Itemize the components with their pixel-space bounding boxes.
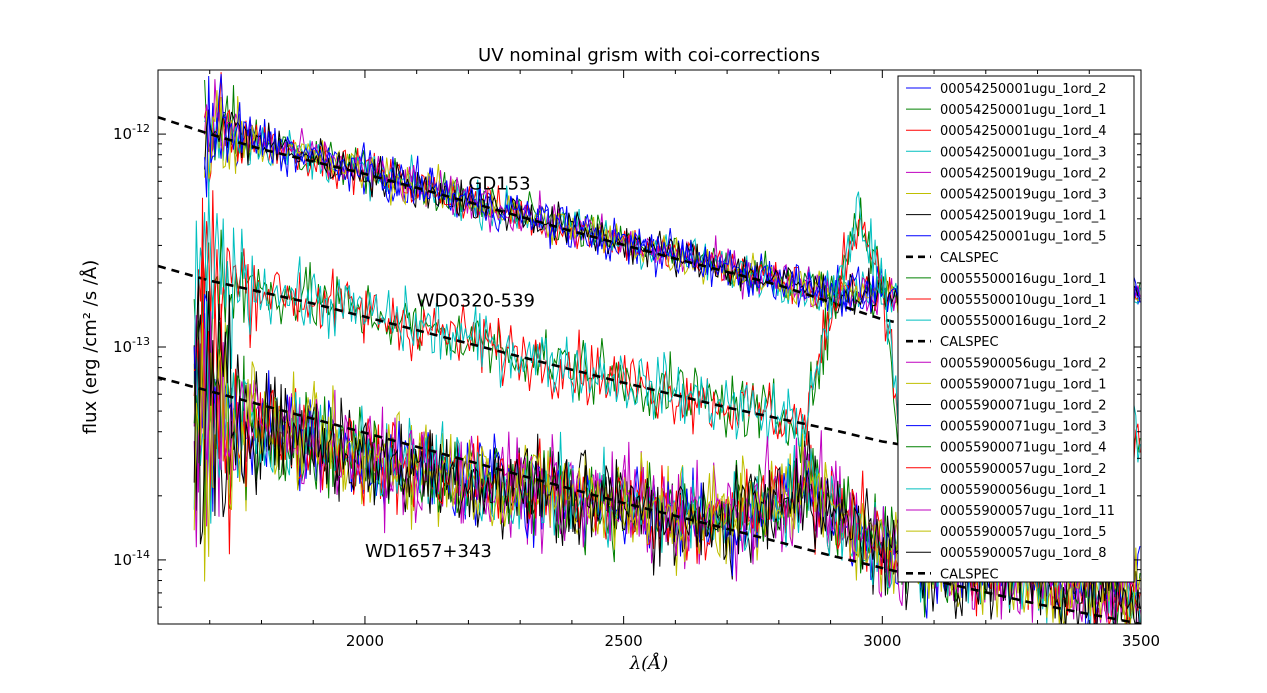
x-tick-label: 3000 — [863, 632, 901, 650]
annotation-WD0320-539: WD0320-539 — [417, 290, 535, 311]
legend-box — [897, 75, 1135, 583]
legend-label: CALSPEC — [940, 335, 999, 350]
legend-label: 00055900056ugu_1ord_1 — [940, 483, 1107, 498]
legend-label: 00055900071ugu_1ord_2 — [940, 399, 1107, 414]
legend-label: 00055900057ugu_1ord_2 — [940, 462, 1107, 477]
legend-label: 00054250001ugu_1ord_5 — [940, 230, 1107, 245]
legend-label: 00055500010ugu_1ord_1 — [940, 293, 1107, 308]
legend-label: 00055900071ugu_1ord_3 — [940, 420, 1107, 435]
x-axis-label: λ(Å) — [629, 652, 668, 674]
x-tick-label: 2000 — [346, 632, 384, 650]
annotations: GD153 WD0320-539 WD1657+343 — [365, 173, 535, 562]
calspec-line-WD0320-539 — [158, 264, 899, 446]
axes: 2000 2500 3000 3500 10-12 10-13 10-14 — [113, 69, 1160, 650]
legend-label: 00055500016ugu_1ord_2 — [940, 314, 1107, 329]
calspec-line-WD1657+343 — [158, 376, 1141, 624]
legend-label: 00054250001ugu_1ord_3 — [940, 145, 1107, 160]
annotation-GD153: GD153 — [468, 173, 530, 194]
y-axis-label: flux (erg /cm² /s /Å) — [79, 260, 101, 434]
legend-label: 00054250001ugu_1ord_1 — [940, 103, 1107, 118]
chart-title: UV nominal grism with coi-corrections — [478, 45, 820, 66]
legend-label: 00055900071ugu_1ord_4 — [940, 441, 1107, 456]
legend-label: 00054250019ugu_1ord_1 — [940, 209, 1107, 224]
annotation-WD1657+343: WD1657+343 — [365, 541, 492, 562]
legend-label: 00055900057ugu_1ord_8 — [940, 546, 1107, 561]
legend-label: 00055500016ugu_1ord_1 — [940, 272, 1107, 287]
legend-label: CALSPEC — [940, 567, 999, 582]
legend-label: 00055900071ugu_1ord_1 — [940, 377, 1107, 392]
legend-label: CALSPEC — [940, 251, 999, 266]
legend-label: 00054250001ugu_1ord_2 — [940, 82, 1107, 97]
legend: 00054250001ugu_1ord_2 00054250001ugu_1ord… — [897, 75, 1135, 583]
x-tick-label: 2500 — [605, 632, 643, 650]
legend-label: 00055900057ugu_1ord_5 — [940, 525, 1107, 540]
legend-label: 00054250001ugu_1ord_4 — [940, 124, 1107, 139]
legend-label: 00054250019ugu_1ord_3 — [940, 188, 1107, 203]
legend-label: 00054250019ugu_1ord_2 — [940, 166, 1107, 181]
legend-label: 00055900057ugu_1ord_11 — [940, 504, 1115, 519]
series-line-00055900057ugu_1ord_5 — [193, 322, 1141, 624]
y-tick-label: 10-14 — [113, 548, 150, 569]
y-tick-label: 10-13 — [113, 335, 150, 356]
x-tick-label: 3500 — [1122, 632, 1160, 650]
calspec-line-GD153 — [158, 115, 899, 324]
y-tick-label: 10-12 — [113, 122, 150, 143]
legend-label: 00055900056ugu_1ord_2 — [940, 356, 1107, 371]
